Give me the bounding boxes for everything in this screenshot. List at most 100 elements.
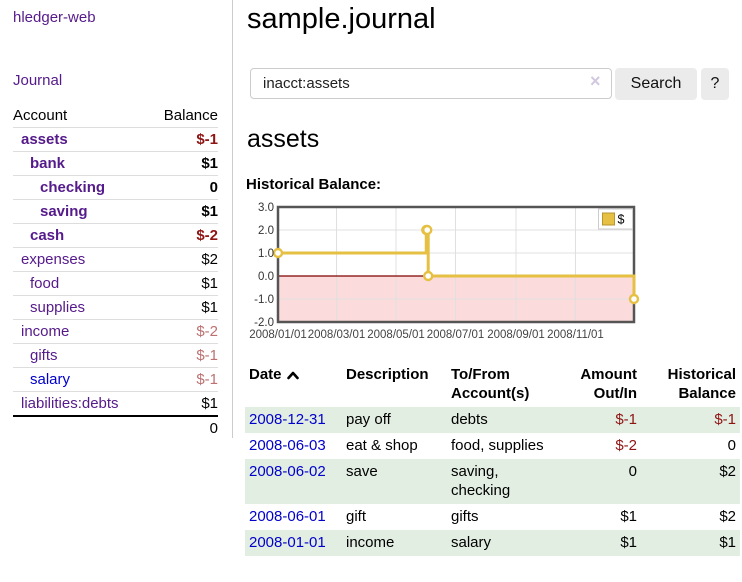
account-balance: 0 [148, 175, 218, 200]
svg-text:2008/11/01: 2008/11/01 [547, 329, 604, 341]
account-row: bank $1 [13, 151, 218, 176]
sort-asc-icon [286, 371, 299, 380]
account-balance: $-1 [148, 343, 218, 368]
account-balance: $2 [148, 247, 218, 272]
svg-text:0.0: 0.0 [258, 271, 274, 283]
register-header-balance: Historical Balance [667, 366, 736, 402]
register-row: 2008-01-01 income salary $1 $1 [245, 530, 740, 556]
accounts-balance-table: Account Balance assets $-1 bank $1 checking 0… [13, 104, 218, 440]
account-balance: $1 [148, 271, 218, 296]
account-link[interactable]: liabilities:debts [21, 395, 119, 412]
app-brand-link[interactable]: hledger-web [13, 9, 96, 26]
transaction-balance: $2 [719, 508, 736, 525]
transaction-balance: $-1 [714, 411, 736, 428]
transaction-accounts: gifts [451, 508, 479, 525]
account-row: cash $-2 [13, 223, 218, 248]
transaction-accounts: saving, checking [451, 463, 511, 499]
transaction-amount: $1 [620, 508, 637, 525]
account-link[interactable]: food [30, 275, 60, 292]
register-row: 2008-12-31 pay off debts $-1 $-1 [245, 407, 740, 433]
historical-balance-chart: $3.0 2.0 1.0 0.0 -1.0 -2.0 2008/01/01 2008/03/0… [246, 200, 742, 344]
accounts-total-balance: 0 [148, 415, 218, 440]
account-balance: $1 [148, 391, 218, 416]
transaction-amount: $-1 [615, 411, 637, 428]
register-header-amount: Amount Out/In [580, 366, 637, 402]
account-link[interactable]: bank [30, 155, 66, 172]
register-row: 2008-06-03 eat & shop food, supplies $-2 0 [245, 433, 740, 459]
account-balance: $1 [148, 151, 218, 176]
clear-search-icon[interactable]: × [590, 71, 601, 91]
account-row: food $1 [13, 271, 218, 296]
transaction-date-link[interactable]: 2008-06-02 [249, 463, 326, 480]
register-header-description: Description [346, 366, 429, 383]
accounts-column-header: Account [13, 107, 68, 124]
transaction-description: save [346, 463, 378, 480]
account-link[interactable]: expenses [21, 251, 86, 268]
transaction-description: eat & shop [346, 437, 418, 454]
account-row: expenses $2 [13, 247, 218, 272]
svg-text:2.0: 2.0 [258, 225, 274, 237]
account-link[interactable]: income [21, 323, 70, 340]
transaction-amount: $1 [620, 534, 637, 551]
account-row: liabilities:debts $1 [13, 391, 218, 416]
account-row: assets $-1 [13, 127, 218, 152]
transaction-balance: $1 [719, 534, 736, 551]
account-link[interactable]: cash [30, 227, 65, 244]
svg-text:-2.0: -2.0 [254, 317, 274, 329]
search-input[interactable] [250, 68, 612, 99]
account-balance: $-1 [148, 127, 218, 152]
transaction-accounts: salary [451, 534, 492, 551]
transaction-description: gift [346, 508, 367, 525]
chart-heading: Historical Balance: [246, 176, 382, 193]
sidebar-item-journal[interactable]: Journal [13, 72, 63, 89]
register-row: 2008-06-02 save saving, checking 0 $2 [245, 459, 740, 504]
account-balance: $-1 [148, 367, 218, 392]
svg-text:2008/01/01: 2008/01/01 [249, 329, 307, 341]
sidebar-divider [232, 0, 233, 438]
account-row: checking 0 [13, 175, 218, 200]
svg-text:-1.0: -1.0 [254, 294, 274, 306]
register-row: 2008-06-01 gift gifts $1 $2 [245, 504, 740, 530]
account-row: gifts $-1 [13, 343, 218, 368]
svg-text:$: $ [618, 213, 625, 227]
transaction-accounts: food, supplies [451, 437, 544, 454]
svg-text:3.0: 3.0 [258, 202, 274, 214]
transaction-date-link[interactable]: 2008-06-01 [249, 508, 326, 525]
svg-text:1.0: 1.0 [258, 248, 274, 260]
account-link[interactable]: assets [21, 131, 68, 148]
transaction-amount: $-2 [615, 437, 637, 454]
transaction-date-link[interactable]: 2008-01-01 [249, 534, 326, 551]
account-link[interactable]: saving [40, 203, 88, 220]
transaction-amount: 0 [628, 463, 637, 480]
register-header-accounts: To/From Account(s) [451, 366, 530, 402]
account-link[interactable]: supplies [30, 299, 86, 316]
register-table: Date Description To/From Account(s) Amou… [245, 362, 740, 556]
transaction-description: income [346, 534, 395, 551]
search-button[interactable]: Search [615, 68, 697, 100]
account-balance: $1 [148, 295, 218, 320]
account-row: supplies $1 [13, 295, 218, 320]
account-row: income $-2 [13, 319, 218, 344]
transaction-accounts: debts [451, 411, 488, 428]
transaction-date-link[interactable]: 2008-12-31 [249, 411, 326, 428]
transaction-description: pay off [346, 411, 391, 428]
account-row: salary $-1 [13, 367, 218, 392]
help-button[interactable]: ? [701, 68, 729, 100]
page-title: sample.journal [247, 3, 436, 35]
account-link[interactable]: salary [30, 371, 71, 388]
transaction-date-link[interactable]: 2008-06-03 [249, 437, 326, 454]
transaction-balance: 0 [727, 437, 736, 454]
balance-column-header: Balance [163, 107, 218, 124]
svg-text:2008/07/01: 2008/07/01 [427, 329, 485, 341]
register-header-date[interactable]: Date [245, 362, 342, 407]
account-link[interactable]: gifts [30, 347, 58, 364]
svg-text:2008/09/01: 2008/09/01 [487, 329, 545, 341]
svg-text:2008/03/01: 2008/03/01 [308, 329, 366, 341]
accounts-total-row: 0 [13, 415, 218, 440]
account-heading: assets [247, 125, 320, 153]
account-row: saving $1 [13, 199, 218, 224]
transaction-balance: $2 [719, 463, 736, 480]
account-link[interactable]: checking [40, 179, 106, 196]
account-balance: $-2 [148, 223, 218, 248]
account-balance: $1 [148, 199, 218, 224]
